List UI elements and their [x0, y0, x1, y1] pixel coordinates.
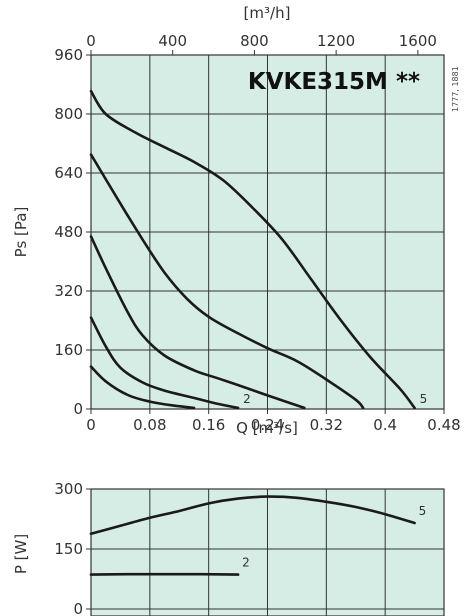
pressure-x-ticks: 0 0.08 0.16 0.24 0.32 0.4 0.48 — [86, 409, 461, 434]
x-tick-label: 0.24 — [251, 416, 284, 434]
y-tick-label: 0 — [73, 600, 83, 616]
pressure-grid — [91, 55, 444, 409]
x-axis-label: Q [m³/s] — [236, 419, 298, 437]
airflow-m3h-ticks: 0 400 800 1200 1600 — [86, 32, 437, 55]
pressure-y-ticks: 0 160 320 480 640 800 960 — [54, 46, 91, 418]
x-tick-label: 0.48 — [427, 416, 460, 434]
x2-tick-label: 0 — [86, 32, 96, 50]
y-tick-label: 640 — [54, 164, 83, 182]
power-y-axis-label: P [W] — [12, 534, 30, 574]
series-label: 2 — [243, 392, 251, 406]
y-tick-label: 960 — [54, 46, 83, 64]
x-tick-label: 0.4 — [373, 416, 397, 434]
reference-numbers: 1777, 1881 — [451, 66, 460, 112]
y-tick-label: 300 — [54, 480, 83, 498]
x2-tick-label: 400 — [158, 32, 187, 50]
x-tick-label: 0.08 — [133, 416, 166, 434]
series-label: 5 — [419, 504, 427, 518]
y-tick-label: 800 — [54, 105, 83, 123]
pressure-curve-3 — [89, 235, 306, 410]
x2-axis-label: [m³/h] — [244, 4, 291, 22]
power-y-ticks: 0 150 300 — [54, 480, 91, 616]
y-tick-label: 480 — [54, 223, 83, 241]
power-grid — [91, 489, 444, 616]
pressure-chart: 0 0.08 0.16 0.24 0.32 0.4 0.48 0 400 800 1200 1600… — [12, 4, 461, 437]
power-series-labels: 52 — [242, 504, 426, 570]
pressure-curve-5 — [89, 89, 416, 410]
y-tick-label: 150 — [54, 540, 83, 558]
y-axis-label: Ps [Pa] — [12, 207, 30, 258]
x-tick-label: 0.32 — [310, 416, 343, 434]
y-tick-label: 160 — [54, 341, 83, 359]
series-label: 2 — [242, 556, 250, 570]
pressure-curve-2 — [89, 316, 240, 410]
power-curve-1 — [89, 495, 416, 536]
y-tick-label: 320 — [54, 282, 83, 300]
y-tick-label: 0 — [73, 400, 83, 418]
x-tick-label: 0.16 — [192, 416, 225, 434]
chart-title: KVKE315M ** — [248, 69, 420, 95]
x2-tick-label: 1200 — [317, 32, 355, 50]
x2-tick-label: 1600 — [399, 32, 437, 50]
x2-tick-label: 800 — [240, 32, 269, 50]
series-label: 5 — [420, 392, 428, 406]
pressure-curves — [89, 89, 416, 410]
power-curves — [89, 495, 416, 576]
x-tick-label: 0 — [86, 416, 96, 434]
pressure-curve-4 — [89, 153, 365, 410]
pressure-curve-1 — [89, 365, 196, 410]
